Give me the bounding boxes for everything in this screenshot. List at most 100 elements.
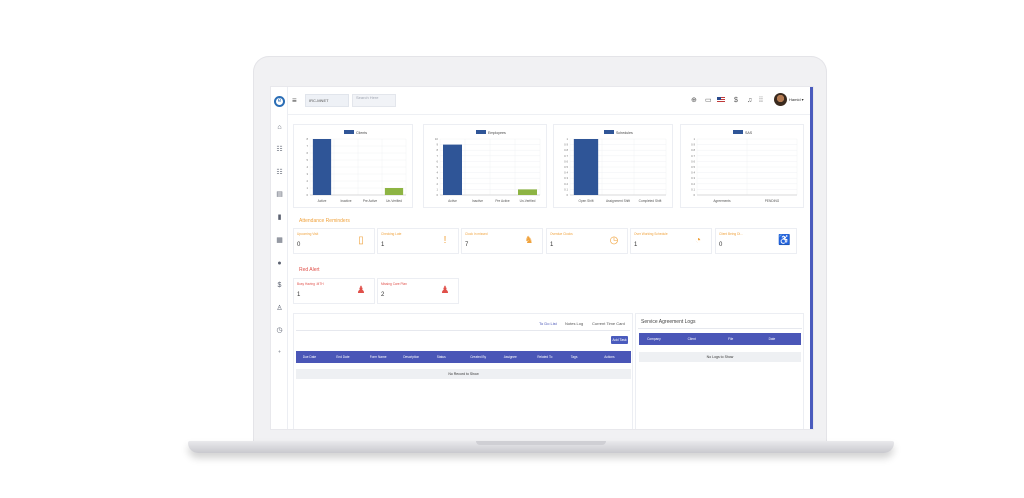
x-tick-label: Inactive <box>472 199 483 203</box>
y-tick-label: 4 <box>436 171 438 175</box>
globe-icon[interactable]: ● <box>277 260 282 267</box>
search-input[interactable]: Search Here <box>352 94 396 107</box>
tab-notes-log[interactable]: Notes Log <box>565 321 584 326</box>
tab-todo[interactable]: To Do List <box>539 321 557 326</box>
attendance-card[interactable]: Client Being Di... 0 ♿ <box>715 228 797 254</box>
attendance-card[interactable]: Upcoming Visit 0 ▯ <box>293 228 375 254</box>
y-tick-label: 0.4 <box>564 171 568 175</box>
column-header[interactable]: Created By <box>470 355 487 359</box>
y-tick-label: 0.7 <box>691 154 695 158</box>
column-header[interactable]: Description <box>403 355 420 359</box>
column-header[interactable]: Due Date <box>302 355 317 359</box>
schedules-chart-card: Schedules 0 0.1 0.2 0.3 0.4 0.5 0.6 0.7 0.8 0.9 1 Op… <box>553 124 673 208</box>
y-tick-label: 1 <box>306 186 308 190</box>
attendance-card[interactable]: Clock In missed 7 ♞ <box>461 228 543 254</box>
attendance-card[interactable]: Checking Late 1! <box>377 228 459 254</box>
document-icon[interactable]: ▤ <box>276 191 283 198</box>
company-select[interactable]: IRC-MNET <box>305 94 349 107</box>
y-tick-label: 0.5 <box>691 165 695 169</box>
y-tick-label: 0 <box>693 193 695 197</box>
attendance-card[interactable]: Overdue Clocks 1 ◷ <box>546 228 628 254</box>
attendance-card-value: 0 <box>297 242 301 248</box>
alert-card-value: 2 <box>381 292 385 298</box>
top-bar: ≡ IRC-MNET Search Here ⊕ ▭ $ ♫ ⁞⁞ Hamid … <box>288 87 813 115</box>
x-tick-label: Assignment Shift <box>606 199 630 203</box>
app-logo[interactable]: e <box>274 96 285 107</box>
user-add-icon[interactable]: ⁺ <box>277 350 282 357</box>
dollar-icon[interactable]: $ <box>734 97 738 104</box>
y-tick-label: 6 <box>306 151 308 155</box>
sas-chart-card: SAS 0 0.1 0.2 0.3 0.4 0.5 0.6 0.7 0.8 0.9 1 Agreemen… <box>680 124 804 208</box>
column-header[interactable]: Assignee <box>503 355 517 359</box>
us-flag-icon[interactable] <box>717 97 725 103</box>
employees-chart-card: Employees 0 1 2 3 4 5 6 7 8 9 10 Active Inactive Pre A… <box>423 124 547 208</box>
bar-active <box>443 144 462 195</box>
column-header[interactable]: Client <box>687 337 696 341</box>
add-task-button[interactable]: Add Task <box>611 336 628 344</box>
home-icon[interactable]: ⌂ <box>277 124 282 131</box>
column-header[interactable]: Actions <box>604 355 615 359</box>
attendance-card[interactable]: Over Working Schedule 1 ◔ <box>630 228 712 254</box>
sidebar: e ⌂ ☷ ☷ ▤ ▮ ▦ ● $ ♙ ◷ ⁺ <box>271 87 288 429</box>
x-tick-label: Un-Verified <box>520 199 536 203</box>
y-tick-label: 8 <box>306 137 308 141</box>
column-header[interactable]: Form Name <box>369 355 387 359</box>
y-tick-label: 0.2 <box>564 182 568 186</box>
org-chart-icon[interactable]: ♙ <box>276 305 283 312</box>
y-tick-label: 0.4 <box>691 171 695 175</box>
attendance-card-value: 1 <box>634 242 638 248</box>
legend-label: Clients <box>356 131 367 135</box>
user-name[interactable]: Hamid ▾ <box>789 97 804 102</box>
column-header[interactable]: Date <box>768 337 776 341</box>
x-tick-label: Open Shift <box>578 199 593 203</box>
clients-chart: Clients 0 1 2 3 4 5 6 7 8 Active Inactive Pre Active… <box>306 130 407 203</box>
users-icon[interactable]: ☷ <box>276 146 283 153</box>
column-header[interactable]: Status <box>436 355 446 359</box>
column-header[interactable]: Tags <box>570 355 578 359</box>
y-tick-label: 1 <box>566 137 568 141</box>
apps-grid-icon[interactable]: ⁞⁞ <box>759 97 763 104</box>
alert-card[interactable]: Busy Having .MTH 1 ♟ <box>293 278 375 304</box>
legend-label: SAS <box>745 131 753 135</box>
settings-icon[interactable]: ⊕ <box>691 97 697 104</box>
monitor-icon[interactable]: ▭ <box>705 97 712 104</box>
clock-icon[interactable]: ◷ <box>276 327 283 334</box>
attendance-card-label: Over Working Schedule <box>634 232 668 236</box>
column-header[interactable]: End Date <box>336 355 350 359</box>
attendance-card-label: Overdue Clocks <box>550 232 573 236</box>
user-group-icon[interactable]: ☷ <box>276 169 283 176</box>
y-tick-label: 0.6 <box>564 159 568 163</box>
column-header[interactable]: File <box>728 337 734 341</box>
service-logs-title: Service Agreement Logs <box>641 319 696 325</box>
x-tick-label: Inactive <box>341 199 352 203</box>
employees-chart: Employees 0 12 34 5 67 89 10 Active Inactive Pre A… <box>435 130 541 203</box>
attendance-card-label: Clock In missed <box>465 232 488 236</box>
legend-swatch <box>476 130 486 134</box>
clock-icon: ◷ <box>609 235 619 246</box>
dollar-icon[interactable]: $ <box>277 282 282 289</box>
column-header[interactable]: Related To <box>537 355 553 359</box>
bell-icon[interactable]: ♫ <box>747 97 753 104</box>
y-tick-label: 2 <box>436 182 438 186</box>
alert-card[interactable]: Missing Care Plan 2 ♟ <box>377 278 459 304</box>
x-tick-label: Un-Verified <box>386 199 402 203</box>
y-tick-label: 3 <box>306 172 308 176</box>
timer-icon: ◔ <box>694 235 702 246</box>
hamburger-icon[interactable]: ≡ <box>292 96 297 105</box>
scrollbar[interactable] <box>810 87 813 429</box>
service-logs-empty-row: No Logs to Show <box>639 352 801 362</box>
tasks-empty-row: No Record to Show <box>296 369 631 379</box>
calendar-icon[interactable]: ▦ <box>276 237 283 244</box>
x-tick-label: Active <box>318 199 327 203</box>
avatar[interactable] <box>774 93 787 106</box>
laptop-notch <box>476 441 606 445</box>
schedules-chart: Schedules 0 0.10.2 0.30.4 0.5 0.60.7 0.80.9 1 Op… <box>564 130 667 203</box>
tab-divider <box>296 330 630 331</box>
y-tick-label: 0.8 <box>564 148 568 152</box>
column-header[interactable]: Company <box>647 337 661 341</box>
y-tick-label: 1 <box>436 187 438 191</box>
file-icon[interactable]: ▮ <box>277 214 282 221</box>
bar-un-verified <box>384 188 404 195</box>
attendance-card-label: Upcoming Visit <box>297 232 319 236</box>
tab-current-time-card[interactable]: Current Time Card <box>592 321 625 326</box>
